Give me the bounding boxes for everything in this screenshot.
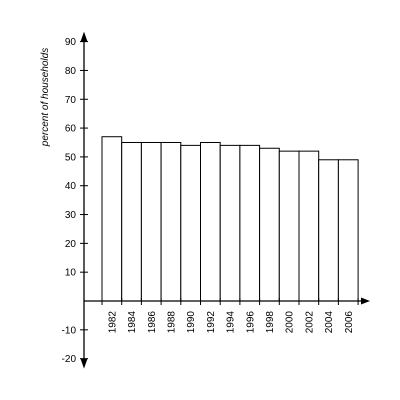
bar-1988 (160, 141, 182, 302)
y-tick-label: 40 (65, 181, 77, 192)
x-tick-label: 1998 (265, 311, 276, 334)
y-tick-label: 30 (65, 210, 77, 221)
y-tick-label: 70 (65, 95, 77, 106)
bar-2000 (278, 150, 300, 302)
y-axis-arrow-up (80, 31, 88, 42)
x-tick-label: 1982 (107, 311, 118, 334)
bar-1984 (121, 141, 142, 302)
y-tick-label: 10 (65, 268, 77, 279)
x-axis-arrow-right (361, 297, 370, 305)
bar-1992 (200, 141, 221, 302)
y-tick-label: 20 (65, 239, 77, 250)
x-tick-label: 2002 (304, 311, 315, 334)
x-tick-label: 1984 (127, 311, 138, 334)
x-tick-label: 1988 (166, 311, 177, 334)
bar-2006 (337, 159, 359, 302)
x-tick-label: 1996 (245, 311, 256, 334)
bar-1998 (259, 147, 280, 302)
x-tick-label: 2004 (324, 311, 335, 334)
y-tick-label: -10 (62, 325, 77, 336)
bar-2002 (298, 150, 320, 302)
y-axis-label: percent of households (40, 48, 51, 147)
y-tick-label: 50 (65, 152, 77, 163)
x-tick-label: 2006 (344, 311, 355, 334)
bar-1982 (101, 136, 123, 302)
bar-2004 (318, 159, 339, 302)
x-tick-label: 1994 (226, 311, 237, 334)
x-tick-label: 2000 (285, 311, 296, 334)
x-tick-label: 1990 (186, 311, 197, 334)
y-tick-label: 90 (65, 37, 77, 48)
y-axis-arrow-down (80, 358, 88, 369)
y-tick-label: 60 (65, 124, 77, 135)
axes-group (80, 31, 370, 369)
bar-1996 (239, 144, 261, 302)
y-tick-label: -20 (62, 354, 77, 365)
x-tick-label: 1992 (206, 311, 217, 334)
bar-1994 (219, 144, 241, 302)
x-ticks-group: 1982 1984 1986 1988 1990 1992 1994 1996 1998 2000… (101, 298, 359, 334)
y-tick-label: 80 (65, 66, 77, 77)
bar-1990 (180, 144, 202, 302)
y-ticks-group: -20 -10 10 20 30 40 50 60 70 80 90 (62, 37, 88, 365)
bars-group (101, 136, 359, 302)
x-tick-label: 1986 (147, 311, 158, 334)
bar-1986 (140, 141, 162, 302)
